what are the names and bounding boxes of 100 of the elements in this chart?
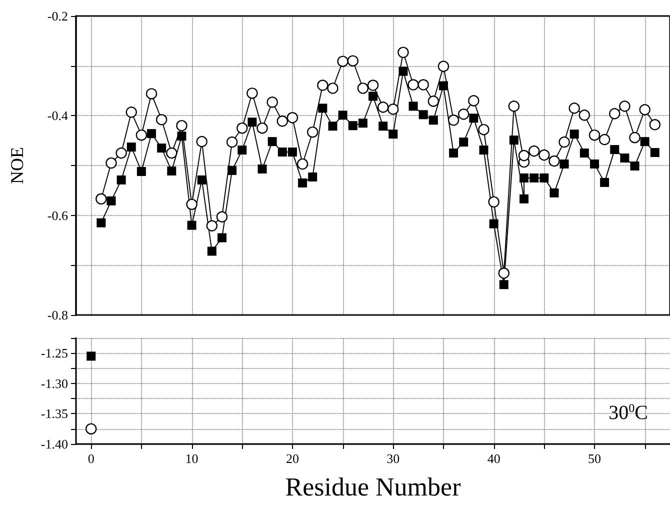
point bbox=[167, 166, 176, 176]
point bbox=[538, 149, 550, 161]
point bbox=[136, 166, 146, 176]
point bbox=[570, 130, 579, 139]
point bbox=[600, 178, 610, 187]
y-tick-label: -1.30 bbox=[40, 376, 68, 391]
point bbox=[428, 96, 440, 107]
x-tick-label: 50 bbox=[588, 451, 601, 466]
x-tick-label: 0 bbox=[88, 451, 94, 466]
point bbox=[408, 102, 418, 111]
point bbox=[236, 122, 248, 134]
point bbox=[610, 145, 620, 154]
point bbox=[217, 233, 226, 242]
point bbox=[449, 148, 458, 158]
point bbox=[639, 104, 650, 116]
point bbox=[528, 145, 540, 157]
point bbox=[357, 82, 369, 94]
point bbox=[216, 211, 228, 222]
point bbox=[378, 122, 388, 131]
point bbox=[318, 104, 328, 113]
point bbox=[288, 148, 297, 157]
point bbox=[106, 157, 117, 169]
x-tick-label: 30 bbox=[386, 451, 400, 466]
point bbox=[578, 110, 590, 121]
point bbox=[448, 114, 460, 126]
point bbox=[619, 100, 630, 112]
point bbox=[438, 60, 450, 72]
point bbox=[408, 79, 419, 90]
point bbox=[136, 130, 148, 141]
point bbox=[327, 82, 338, 94]
point bbox=[96, 218, 106, 228]
point bbox=[146, 88, 158, 100]
point bbox=[126, 142, 136, 152]
point bbox=[296, 158, 308, 170]
point bbox=[520, 173, 529, 182]
point bbox=[560, 160, 569, 169]
point bbox=[629, 132, 640, 144]
point bbox=[147, 129, 156, 138]
point bbox=[96, 193, 107, 204]
point bbox=[207, 246, 216, 256]
point bbox=[358, 118, 368, 128]
point bbox=[530, 173, 539, 182]
point bbox=[338, 110, 348, 120]
point bbox=[620, 154, 630, 163]
point bbox=[348, 121, 358, 130]
point bbox=[156, 114, 168, 126]
point bbox=[609, 108, 620, 120]
point bbox=[478, 124, 490, 136]
point bbox=[568, 102, 580, 114]
point bbox=[488, 196, 500, 208]
point bbox=[458, 108, 470, 120]
point bbox=[328, 122, 338, 131]
point bbox=[418, 110, 428, 120]
point bbox=[428, 116, 438, 125]
point bbox=[276, 116, 288, 127]
point bbox=[307, 126, 318, 138]
point bbox=[398, 46, 409, 58]
point bbox=[459, 138, 468, 147]
point bbox=[248, 118, 257, 127]
point bbox=[650, 148, 660, 158]
point bbox=[468, 95, 480, 106]
point bbox=[518, 150, 530, 162]
point bbox=[499, 280, 508, 290]
y-tick-label: -0.6 bbox=[47, 208, 68, 223]
point bbox=[308, 172, 318, 182]
point bbox=[196, 136, 208, 148]
point bbox=[126, 106, 137, 118]
y-tick-label: -1.35 bbox=[40, 406, 68, 422]
point bbox=[548, 155, 560, 167]
point bbox=[337, 56, 348, 67]
y-tick-label: -0.2 bbox=[47, 8, 68, 24]
point bbox=[469, 114, 478, 123]
y-tick-label: -1.40 bbox=[40, 436, 68, 452]
point bbox=[580, 148, 589, 158]
point bbox=[498, 268, 510, 279]
point bbox=[388, 104, 399, 115]
point bbox=[649, 119, 660, 130]
point bbox=[187, 220, 196, 230]
point bbox=[197, 175, 206, 184]
point bbox=[540, 173, 549, 182]
x-tick-label: 40 bbox=[487, 451, 500, 466]
x-tick-label: 10 bbox=[185, 451, 198, 466]
point bbox=[258, 164, 267, 174]
point bbox=[256, 122, 268, 134]
point bbox=[116, 147, 127, 159]
point bbox=[176, 120, 188, 132]
point bbox=[418, 79, 429, 90]
point bbox=[598, 134, 610, 146]
point bbox=[377, 102, 389, 113]
point bbox=[550, 188, 559, 198]
point bbox=[226, 136, 238, 148]
point bbox=[278, 148, 287, 157]
point bbox=[106, 196, 116, 206]
x-axis-title: Residue Number bbox=[285, 472, 462, 502]
point bbox=[317, 80, 328, 91]
point bbox=[238, 146, 247, 155]
y-axis-title: NOE bbox=[7, 147, 27, 184]
point bbox=[558, 136, 570, 148]
point bbox=[590, 160, 599, 169]
point bbox=[640, 137, 650, 146]
